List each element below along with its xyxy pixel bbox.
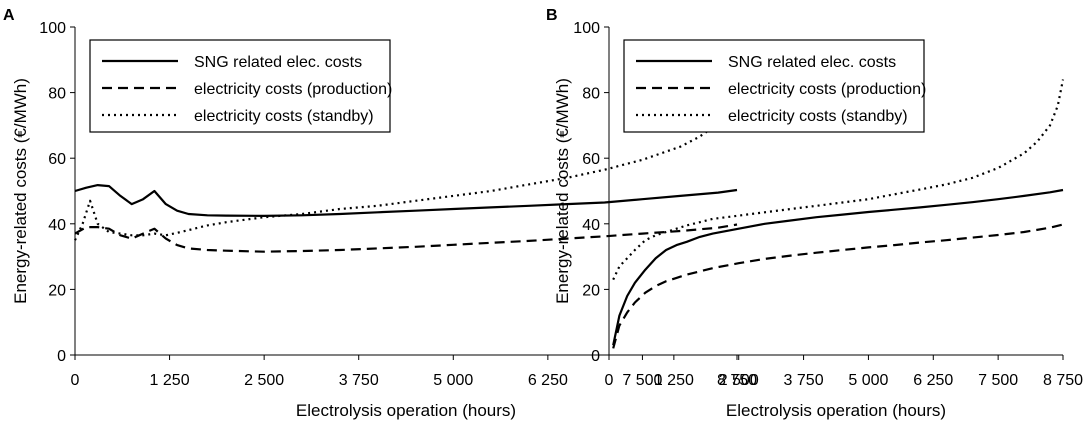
y-tick-label: 40 bbox=[48, 217, 66, 234]
x-tick-label: 0 bbox=[605, 372, 614, 389]
legend-label: SNG related elec. costs bbox=[728, 54, 896, 71]
x-tick-label: 7 500 bbox=[622, 372, 662, 389]
series-line-solid bbox=[612, 188, 1064, 346]
series-line-solid bbox=[74, 184, 738, 217]
x-axis-title: Electrolysis operation (hours) bbox=[296, 401, 516, 420]
x-tick-label: 6 250 bbox=[528, 372, 568, 389]
panel-a: A 0 20 40 60 80 100 0 1 250 2 500 3 750 5 000 6 250 7… bbox=[3, 7, 757, 420]
y-tick-label: 80 bbox=[582, 86, 600, 103]
x-tick-label: 7 500 bbox=[978, 372, 1018, 389]
panel-letter: A bbox=[3, 7, 15, 24]
series-line-dashed bbox=[74, 223, 738, 253]
legend-label: electricity costs (production) bbox=[194, 81, 392, 98]
x-tick-label: 2 500 bbox=[719, 372, 759, 389]
y-tick-label: 60 bbox=[48, 151, 66, 168]
legend-box bbox=[623, 39, 925, 133]
x-tick-label: 6 250 bbox=[913, 372, 953, 389]
y-axis-title: Energy-related costs (€/MWh) bbox=[553, 78, 572, 304]
y-tick-label: 100 bbox=[39, 20, 66, 37]
x-tick-label: 3 750 bbox=[784, 372, 824, 389]
y-axis-title: Energy-related costs (€/MWh) bbox=[11, 78, 30, 304]
y-tick-label: 80 bbox=[48, 86, 66, 103]
series-line-dashed bbox=[612, 223, 1064, 349]
x-tick-label: 8 750 bbox=[1043, 372, 1083, 389]
legend-box bbox=[89, 39, 391, 133]
legend-label: electricity costs (production) bbox=[728, 81, 926, 98]
legend-label: SNG related elec. costs bbox=[194, 54, 362, 71]
y-tick-label: 0 bbox=[57, 348, 66, 365]
x-tick-label: 1 250 bbox=[654, 372, 694, 389]
y-tick-label: 60 bbox=[582, 151, 600, 168]
x-tick-label: 8 750 bbox=[717, 372, 757, 389]
x-tick-label: 0 bbox=[71, 372, 80, 389]
x-tick-label: 1 250 bbox=[150, 372, 190, 389]
legend-label: electricity costs (standby) bbox=[194, 108, 374, 125]
y-tick-label: 100 bbox=[573, 20, 600, 37]
y-tick-label: 20 bbox=[48, 282, 66, 299]
panel-letter: B bbox=[546, 7, 558, 24]
x-tick-label: 3 750 bbox=[339, 372, 379, 389]
x-tick-label: 5 000 bbox=[848, 372, 888, 389]
panel-b: B 0 20 40 60 80 100 0 1 250 2 500 3 750 5 000 6 250 7… bbox=[546, 7, 1083, 420]
y-tick-label: 40 bbox=[582, 217, 600, 234]
series-line-dotted bbox=[612, 79, 1065, 281]
y-tick-label: 20 bbox=[582, 282, 600, 299]
y-tick-label: 0 bbox=[591, 348, 600, 365]
x-axis-title: Electrolysis operation (hours) bbox=[726, 401, 946, 420]
legend-label: electricity costs (standby) bbox=[728, 108, 908, 125]
x-tick-label: 5 000 bbox=[433, 372, 473, 389]
x-tick-label: 2 500 bbox=[244, 372, 284, 389]
